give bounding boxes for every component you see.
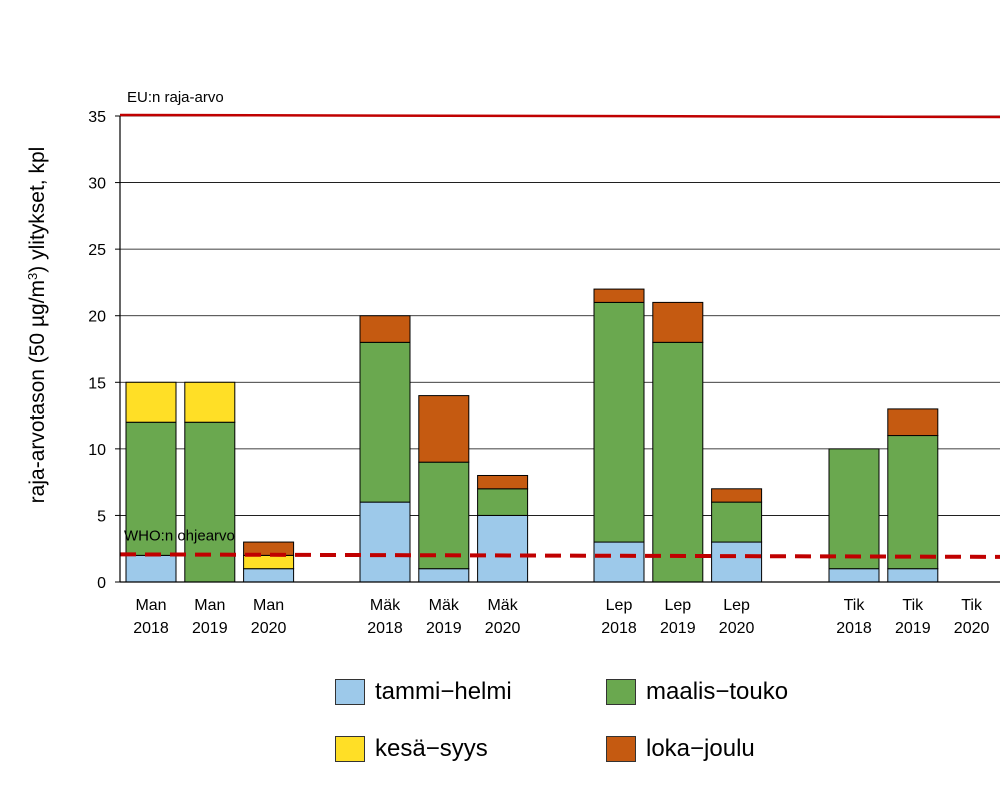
x-tick-label-site: Tik (961, 597, 983, 614)
axes (119, 116, 1000, 583)
y-axis-label-rest: ) ylitykset, kpl (26, 147, 49, 273)
x-tick-label-site: Mäk (429, 597, 460, 614)
x-tick-label-year: 2019 (660, 620, 696, 637)
x-tick-label-site: Lep (723, 597, 750, 614)
bar-segment (125, 381, 177, 423)
bar-segment (652, 341, 704, 583)
reference-lines: EU:n raja-arvo WHO:n ohjearvo (119, 89, 1001, 559)
x-tick-label-year: 2019 (895, 620, 931, 637)
x-tick-label-site: Lep (664, 597, 691, 614)
bar-segment (711, 541, 763, 583)
x-tick-label-site: Tik (902, 597, 924, 614)
bar-segment (593, 288, 645, 303)
y-tick-label: 20 (88, 309, 106, 326)
bar-segment (828, 448, 880, 570)
x-tick-label-site: Man (253, 597, 284, 614)
x-tick-label-site: Tik (844, 597, 866, 614)
x-tick-label-year: 2018 (133, 620, 169, 637)
y-tick-label: 0 (97, 575, 106, 592)
bar-segment (477, 514, 529, 583)
bar-segment (359, 315, 411, 343)
bar-segment (125, 421, 177, 556)
eu-limit-line (119, 113, 1001, 119)
x-tick-label-year: 2020 (954, 620, 990, 637)
bar-segment (243, 554, 295, 570)
bar-segment (359, 341, 411, 503)
x-tick-label-site: Mäk (370, 597, 401, 614)
x-tick-label-year: 2020 (485, 620, 521, 637)
x-tick-label-site: Lep (606, 597, 633, 614)
y-tick-label: 15 (88, 375, 106, 392)
x-tick-label-year: 2019 (192, 620, 228, 637)
bar-segment (828, 568, 880, 583)
bar-segment (593, 541, 645, 583)
bar-segment (418, 395, 470, 463)
bar-segment (184, 421, 236, 583)
y-tick-label: 30 (88, 176, 106, 193)
x-tick-label-year: 2019 (426, 620, 462, 637)
x-tick-label-year: 2020 (251, 620, 287, 637)
bar-segment (711, 488, 763, 503)
bar-segment (125, 554, 177, 583)
y-tick-label: 35 (88, 109, 106, 126)
bar-segment (477, 488, 529, 516)
bar-segment (887, 568, 939, 583)
bar-segment (593, 301, 645, 543)
bar-segment (711, 501, 763, 543)
x-tick-label-year: 2018 (601, 620, 637, 637)
bars (125, 288, 939, 583)
who-guideline-line (119, 552, 1001, 559)
eu-limit-label: EU:n raja-arvo (127, 89, 224, 106)
bar-segment (359, 501, 411, 583)
y-axis-ticks: 0 5 10 15 20 25 30 35 (88, 109, 120, 592)
x-tick-label-year: 2018 (836, 620, 872, 637)
y-axis-label-superscript: 3 (25, 273, 40, 280)
bar-segment (418, 568, 470, 583)
y-tick-label: 5 (97, 508, 106, 525)
bar-segment (652, 301, 704, 343)
x-tick-label-year: 2020 (719, 620, 755, 637)
x-axis-labels: Man 2018 Man 2019 Man 2020 Mäk 2018 Mäk 2019 Mäk 20… (133, 597, 989, 637)
x-tick-label-site: Man (194, 597, 225, 614)
bar-segment (887, 435, 939, 570)
x-tick-label-year: 2018 (367, 620, 403, 637)
who-guideline-label: WHO:n ohjearvo (124, 527, 235, 544)
bar-segment (477, 474, 529, 490)
bar-segment (184, 381, 236, 423)
x-tick-label-site: Man (135, 597, 166, 614)
y-axis-label: raja-arvotason (50 µg/m3) ylitykset, kpl (25, 147, 50, 504)
bar-segment (243, 568, 295, 583)
bar-segment (887, 408, 939, 437)
y-tick-label: 25 (88, 242, 106, 259)
bar-segment (243, 541, 295, 556)
x-tick-label-site: Mäk (487, 597, 518, 614)
bar-segment (418, 461, 470, 570)
y-tick-label: 10 (88, 442, 106, 459)
